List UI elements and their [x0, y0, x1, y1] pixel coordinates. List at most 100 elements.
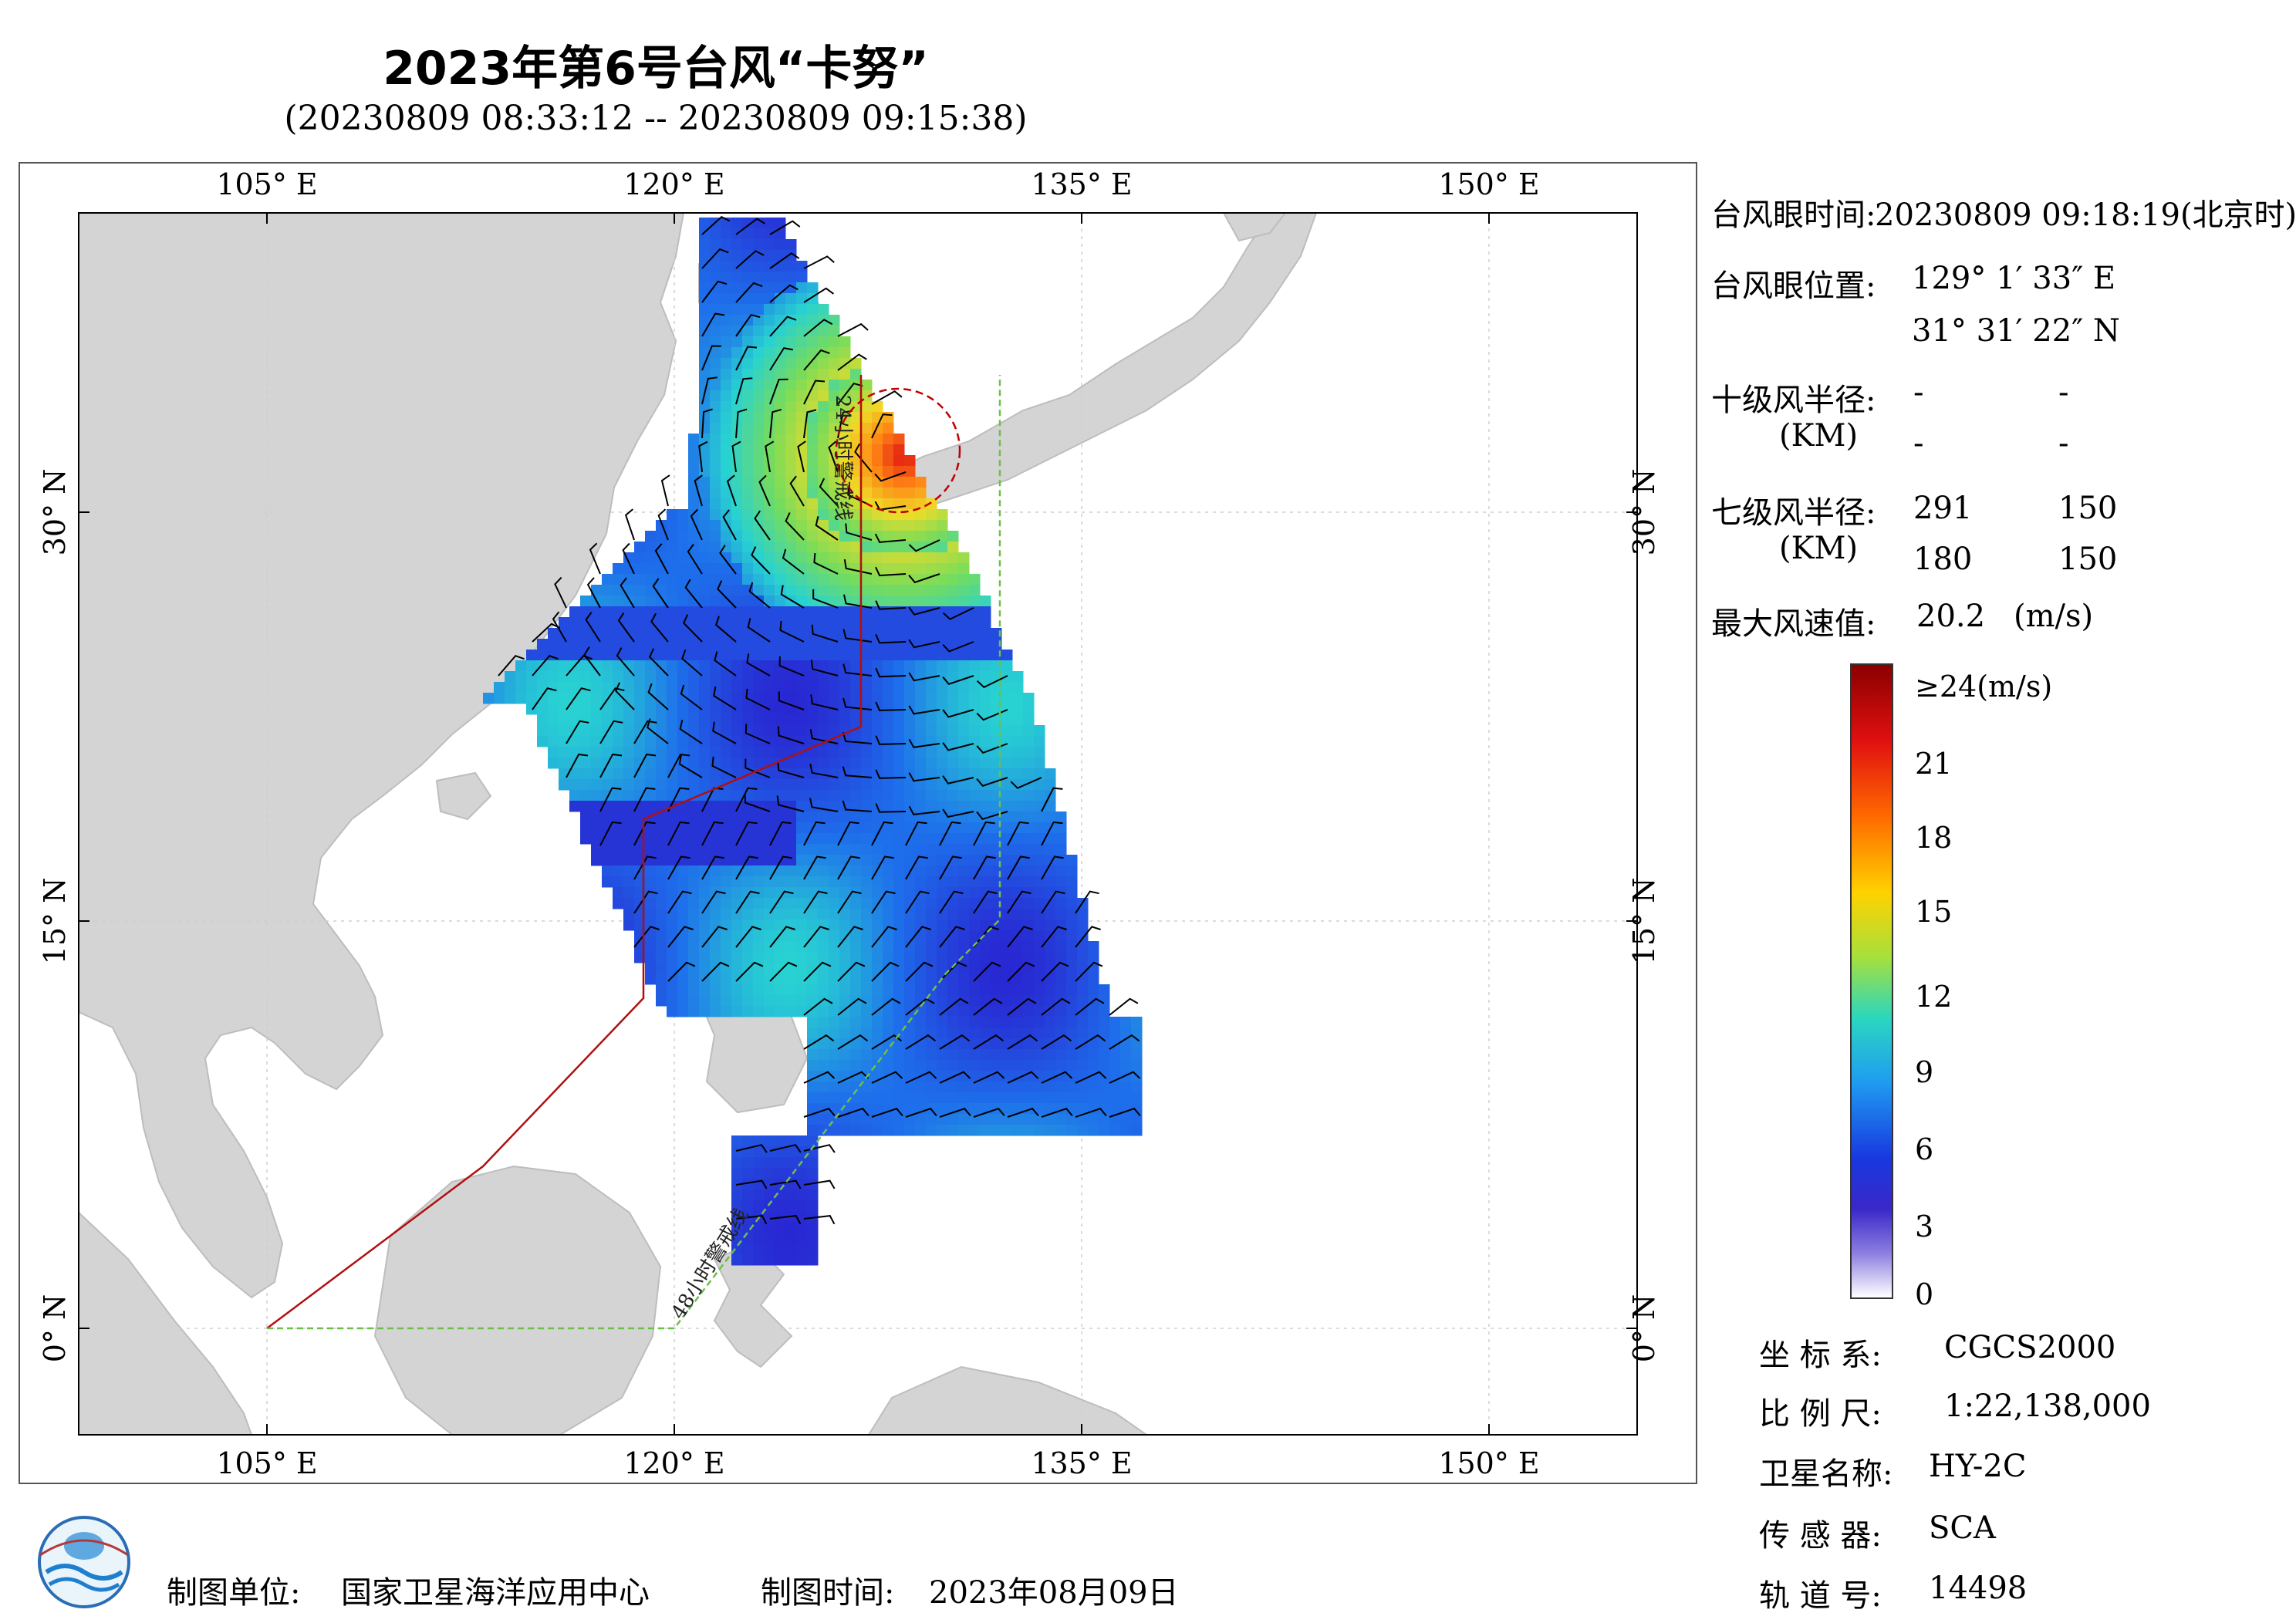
swath-cell	[731, 682, 743, 693]
swath-cell	[1001, 963, 1013, 974]
swath-cell	[1034, 822, 1045, 834]
swath-cell	[721, 369, 732, 380]
colorbar-label: 15	[1915, 895, 1953, 929]
swath-cell	[926, 995, 937, 1007]
swath-cell	[883, 984, 894, 996]
swath-cell	[839, 542, 851, 553]
swath-cell	[580, 747, 592, 758]
swath-cell	[699, 682, 711, 693]
swath-cell	[1012, 973, 1024, 985]
swath-cell	[1099, 995, 1110, 1007]
swath-cell	[915, 660, 927, 672]
swath-cell	[850, 455, 862, 467]
swath-cell	[764, 1222, 775, 1233]
swath-cell	[1023, 833, 1035, 845]
swath-cell	[904, 963, 916, 974]
swath-cell	[634, 650, 646, 661]
swath-cell	[861, 1060, 873, 1071]
swath-cell	[1066, 984, 1078, 996]
wind-barb	[731, 440, 741, 473]
swath-cell	[904, 1038, 916, 1050]
swath-cell	[753, 466, 765, 477]
swath-cell	[937, 812, 948, 823]
swath-cell	[969, 930, 981, 942]
swath-cell	[915, 574, 927, 585]
warning-lines	[266, 375, 1001, 1330]
swath-cell	[818, 768, 829, 780]
swath-cell	[775, 390, 786, 402]
swath-cell	[634, 639, 646, 650]
swath-cell	[1055, 1092, 1067, 1104]
swath-cell	[645, 693, 657, 704]
swath-cell	[926, 617, 937, 629]
swath-cell	[667, 930, 678, 942]
swath-cell	[1055, 1114, 1067, 1125]
swath-cell	[688, 660, 700, 672]
swath-cell	[753, 380, 765, 391]
wind-barb	[616, 647, 635, 677]
swath-cell	[1088, 1017, 1099, 1028]
swath-cell	[926, 585, 937, 596]
swath-cell	[807, 282, 819, 294]
max-wind-value: 20.2	[1916, 599, 1986, 634]
swath-cell	[1109, 1017, 1121, 1028]
swath-cell	[861, 790, 873, 801]
swath-cell	[569, 639, 581, 650]
swath-cell	[1045, 941, 1056, 953]
swath-cell	[710, 941, 721, 953]
swath-cell	[926, 941, 937, 953]
swath-cell	[710, 358, 721, 369]
swath-cell	[883, 531, 894, 542]
swath-cell	[796, 995, 808, 1007]
swath-cell	[969, 1071, 981, 1082]
swath-cell	[623, 898, 635, 909]
swath-cell	[677, 1006, 689, 1017]
swath-cell	[839, 423, 851, 434]
wind-barb	[498, 655, 525, 677]
swath-cell	[602, 747, 613, 758]
swath-cell	[818, 358, 829, 369]
swath-cell	[915, 725, 927, 737]
swath-cell	[1109, 1060, 1121, 1071]
swath-cell	[893, 768, 905, 780]
wind-barb	[819, 477, 839, 507]
swath-cell	[699, 952, 711, 963]
swath-cell	[969, 1027, 981, 1039]
swath-cell	[915, 790, 927, 801]
swath-cell	[926, 876, 937, 888]
swath-cell	[893, 725, 905, 737]
swath-cell	[688, 941, 700, 953]
swath-cell	[915, 973, 927, 985]
swath-cell	[785, 358, 797, 369]
wind-barb	[701, 926, 728, 948]
swath-cell	[969, 801, 981, 812]
swath-cell	[731, 596, 743, 607]
swath-cell	[742, 520, 754, 531]
swath-cell	[623, 736, 635, 747]
swath-cell	[1001, 865, 1013, 877]
swath-cell	[969, 650, 981, 661]
swath-cell	[1088, 952, 1099, 963]
swath-cell	[753, 531, 765, 542]
map-title: 2023年第6号台风“卡努”	[383, 42, 929, 96]
swath-cell	[1045, 898, 1056, 909]
swath-cell	[1012, 919, 1024, 931]
swath-cell	[796, 412, 808, 423]
swath-cell	[839, 574, 851, 585]
swath-cell	[893, 596, 905, 607]
swath-cell	[947, 639, 959, 650]
swath-cell	[969, 963, 981, 974]
swath-cell	[1012, 887, 1024, 899]
swath-cell	[710, 952, 721, 963]
wind-barb	[719, 545, 737, 575]
swath-cell	[580, 682, 592, 693]
swath-cell	[721, 812, 732, 823]
swath-cell	[699, 606, 711, 618]
swath-cell	[850, 909, 862, 920]
swath-cell	[1023, 855, 1035, 866]
wind-barb	[769, 926, 795, 948]
swath-cell	[893, 919, 905, 931]
swath-cell	[904, 1027, 916, 1039]
swath-cell	[861, 1027, 873, 1039]
swath-cell	[1131, 1125, 1143, 1136]
